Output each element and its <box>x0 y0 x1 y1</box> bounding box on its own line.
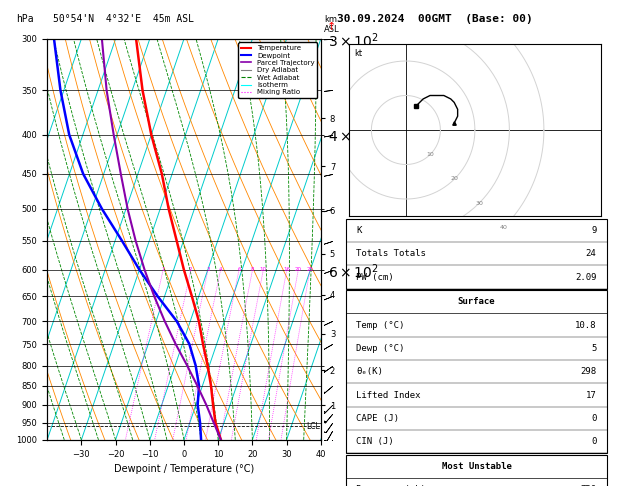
Text: 30: 30 <box>475 201 483 206</box>
Text: PW (cm): PW (cm) <box>357 273 394 281</box>
Text: Dewp (°C): Dewp (°C) <box>357 344 405 353</box>
Text: 17: 17 <box>586 391 596 399</box>
Legend: Temperature, Dewpoint, Parcel Trajectory, Dry Adiabat, Wet Adiabat, Isotherm, Mi: Temperature, Dewpoint, Parcel Trajectory… <box>238 42 317 98</box>
Text: 50°54'N  4°32'E  45m ASL: 50°54'N 4°32'E 45m ASL <box>53 14 194 24</box>
Text: 20: 20 <box>451 176 459 181</box>
Text: θₑ(K): θₑ(K) <box>357 367 383 376</box>
Text: LCL: LCL <box>306 422 320 431</box>
Text: ↑: ↑ <box>327 21 336 32</box>
Text: kt: kt <box>354 49 362 58</box>
Text: 30.09.2024  00GMT  (Base: 00): 30.09.2024 00GMT (Base: 00) <box>337 14 532 24</box>
Text: 10: 10 <box>260 267 267 272</box>
Text: 5: 5 <box>591 344 596 353</box>
Text: Totals Totals: Totals Totals <box>357 249 426 258</box>
Text: 2.09: 2.09 <box>575 273 596 281</box>
Text: 16: 16 <box>283 267 290 272</box>
Text: 8: 8 <box>251 267 254 272</box>
Text: 1: 1 <box>162 267 165 272</box>
Text: 0: 0 <box>591 437 596 446</box>
Text: Lifted Index: Lifted Index <box>357 391 421 399</box>
Text: CAPE (J): CAPE (J) <box>357 414 399 423</box>
Text: 40: 40 <box>499 225 508 230</box>
Text: hPa: hPa <box>16 14 33 24</box>
Text: 4: 4 <box>219 267 223 272</box>
Text: Most Unstable: Most Unstable <box>442 462 511 471</box>
Text: 24: 24 <box>586 249 596 258</box>
Text: 9: 9 <box>591 226 596 235</box>
Text: 298: 298 <box>581 367 596 376</box>
Text: 6: 6 <box>237 267 241 272</box>
Text: K: K <box>357 226 362 235</box>
Text: 0: 0 <box>591 414 596 423</box>
Text: 2: 2 <box>189 267 192 272</box>
Text: 20: 20 <box>295 267 302 272</box>
Text: CIN (J): CIN (J) <box>357 437 394 446</box>
Text: km
ASL: km ASL <box>324 15 340 34</box>
Text: Surface: Surface <box>458 297 495 306</box>
Text: Temp (°C): Temp (°C) <box>357 321 405 330</box>
Text: 3: 3 <box>206 267 209 272</box>
X-axis label: Dewpoint / Temperature (°C): Dewpoint / Temperature (°C) <box>114 464 254 474</box>
Text: 25: 25 <box>306 267 313 272</box>
Text: 10: 10 <box>426 152 434 157</box>
Text: 10.8: 10.8 <box>575 321 596 330</box>
